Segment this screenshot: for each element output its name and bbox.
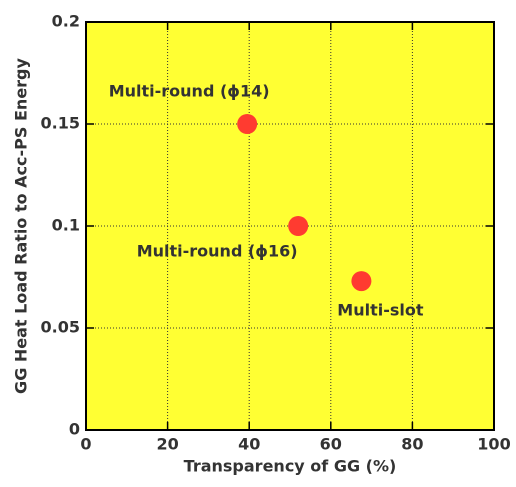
x-axis-label: Transparency of GG (%) [184,457,397,476]
plot-frame [85,21,495,431]
point-label: Multi-slot [337,301,424,320]
point-label: Multi-round (ϕ14) [109,82,270,101]
x-tick-label: 100 [477,435,510,454]
x-tick-label: 40 [238,435,260,454]
point [288,216,309,236]
point-label: Multi-round (ϕ16) [137,242,298,261]
point [237,114,258,134]
x-tick-label: 0 [80,435,91,454]
y-axis-label: GG Heat Load Ratio to Acc-PS Energy [12,57,31,393]
x-tick-label: 20 [156,435,178,454]
y-tick-label: 0 [69,420,80,439]
y-tick-label: 0.1 [52,216,80,235]
point [351,271,372,292]
y-tick-label: 0.05 [41,318,80,337]
y-tick-label: 0.2 [52,12,80,31]
y-tick-label: 0.15 [41,114,80,133]
x-tick-label: 60 [320,435,342,454]
x-tick-label: 80 [401,435,423,454]
